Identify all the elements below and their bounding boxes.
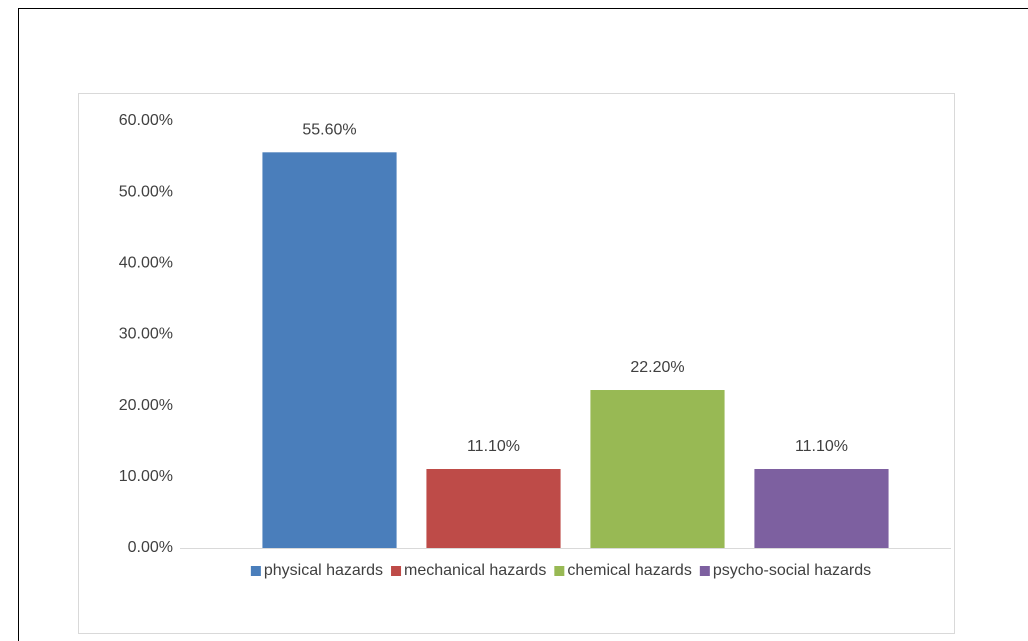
bar	[754, 469, 889, 548]
value-label: 11.10%	[467, 438, 520, 455]
y-tick-label: 60.00%	[119, 112, 173, 129]
legend-swatch	[554, 566, 565, 576]
y-tick-label: 50.00%	[119, 183, 173, 200]
bar	[426, 469, 561, 548]
value-label: 55.60%	[302, 122, 356, 139]
outer-frame	[18, 8, 1028, 641]
legend-label: psycho-social hazards	[713, 562, 871, 579]
y-tick-label: 30.00%	[119, 326, 173, 343]
value-label: 22.20%	[630, 359, 684, 376]
legend-label: chemical hazards	[567, 562, 692, 579]
y-tick-label: 10.00%	[119, 468, 173, 485]
y-tick-label: 40.00%	[119, 255, 173, 272]
legend-label: physical hazards	[264, 562, 383, 579]
legend-swatch	[391, 566, 402, 576]
legend-swatch	[699, 566, 710, 576]
chart-area	[78, 93, 955, 634]
legend-label: mechanical hazards	[404, 562, 546, 579]
y-tick-label: 20.00%	[119, 397, 173, 414]
y-tick-label: 0.00%	[128, 539, 173, 556]
bar	[590, 390, 725, 548]
value-label: 11.10%	[795, 438, 848, 455]
bar	[262, 152, 397, 548]
legend-swatch	[250, 566, 261, 576]
